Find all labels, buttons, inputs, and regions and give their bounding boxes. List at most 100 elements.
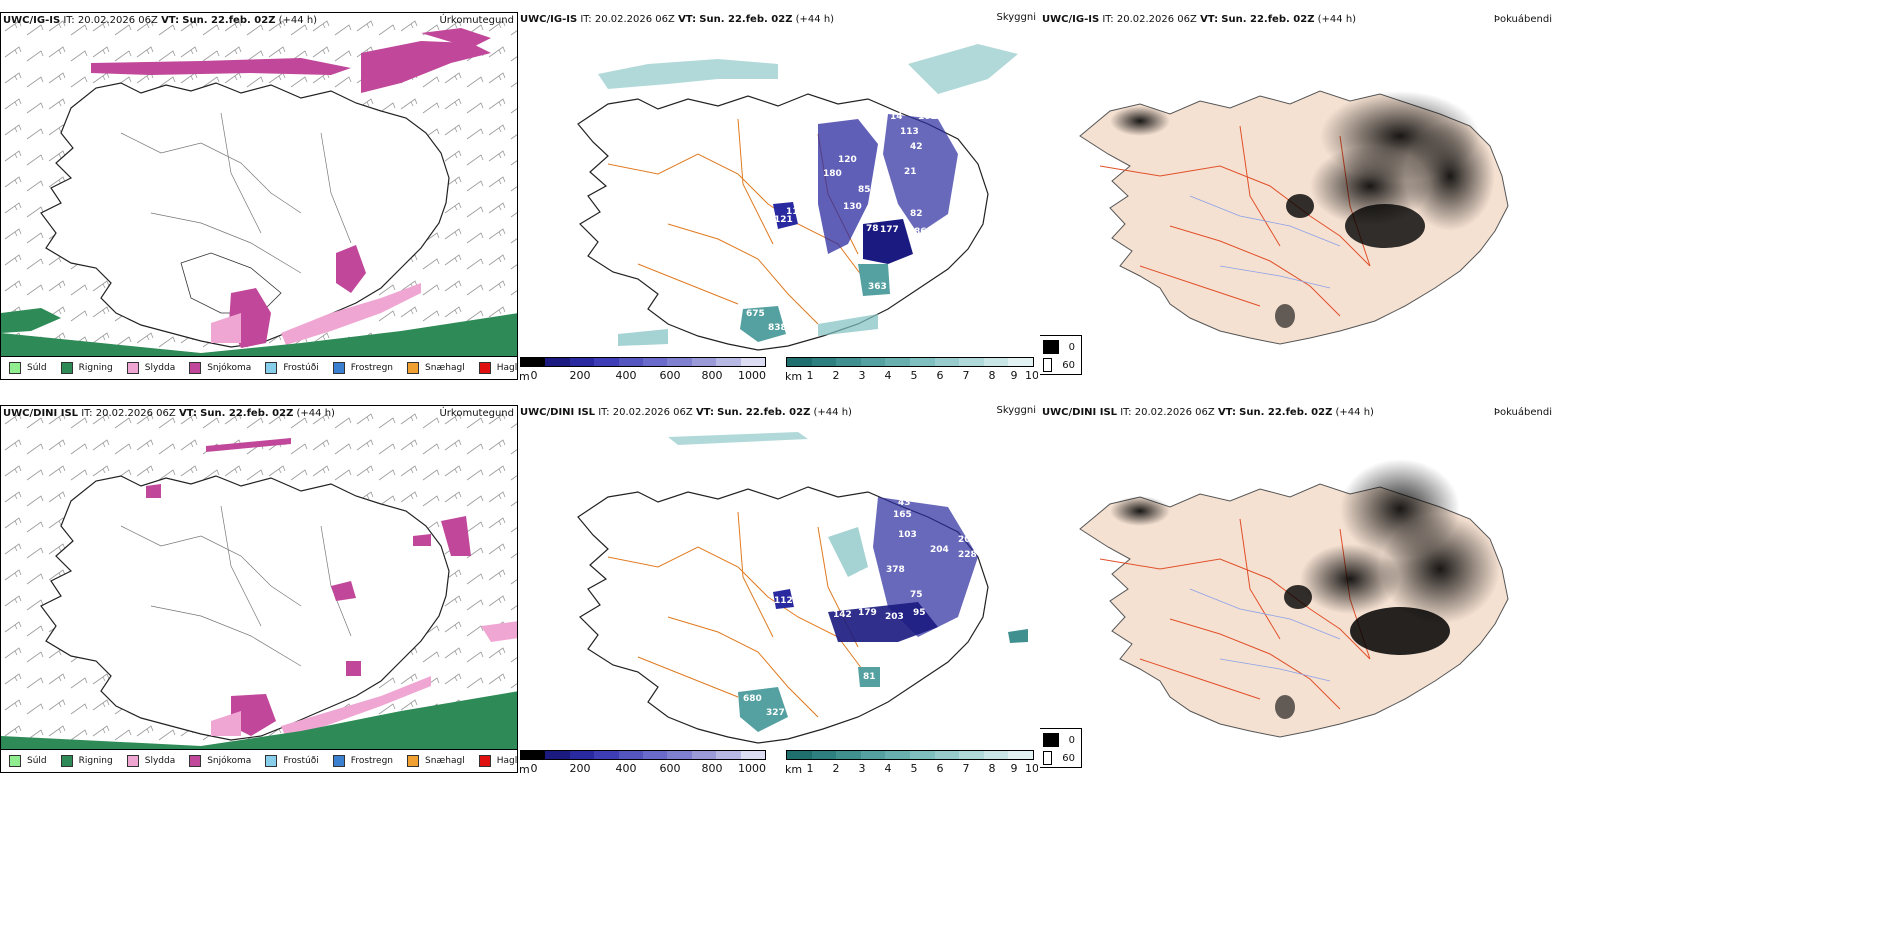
vis-label: 112 xyxy=(774,596,793,606)
legend-item: Frostregn xyxy=(332,362,393,374)
vis-label: 142 xyxy=(833,610,852,620)
precip-type-panel-bottom: UWC/DINI ISL IT: 20.02.2026 06Z VT: Sun.… xyxy=(0,405,518,773)
vis-label: 75 xyxy=(910,590,923,600)
visibility-panel-bottom: UWC/DINI ISL IT: 20.02.2026 06Z VT: Sun.… xyxy=(518,405,1038,773)
legend-item: Súld xyxy=(9,755,47,767)
vis-label: 363 xyxy=(868,282,887,292)
vis-label: 103 xyxy=(898,530,917,540)
panel-title: Þokuábendi xyxy=(1493,14,1552,25)
legend-item: 60 xyxy=(1043,358,1075,372)
panel-header: UWC/IG-IS IT: 20.02.2026 06Z VT: Sun. 22… xyxy=(3,15,318,26)
precip-type-panel-top: UWC/IG-IS IT: 20.02.2026 06Z VT: Sun. 22… xyxy=(0,12,518,380)
colorbar-strip xyxy=(520,357,766,367)
vis-label: 180 xyxy=(823,169,842,179)
colorbar-ticks: 0 200 400 600 800 1000 xyxy=(530,762,767,773)
vis-label: 42 xyxy=(910,142,923,152)
panel-header: UWC/IG-IS IT: 20.02.2026 06Z VT: Sun. 22… xyxy=(520,14,835,25)
fog-map xyxy=(1079,459,1509,738)
legend-item: Frostúði xyxy=(265,362,319,374)
panel-title: Skyggni xyxy=(996,405,1036,416)
colorbar-ticks: 1 2 3 4 5 6 7 8 9 10 xyxy=(806,369,1039,380)
colorbar-unit: m xyxy=(519,763,530,773)
visibility-colorbar: km 1 2 3 4 5 6 7 8 9 10 xyxy=(785,357,1039,380)
precip-map xyxy=(1,13,517,358)
vis-label: 85 xyxy=(858,185,871,195)
colorbar-ticks: 1 2 3 4 5 6 7 8 9 10 xyxy=(806,762,1039,773)
panel-header: UWC/IG-IS IT: 20.02.2026 06Z VT: Sun. 22… xyxy=(1042,14,1357,25)
vis-label: 130 xyxy=(843,202,862,212)
cloud-base-colorbar: m 0 200 400 600 800 1000 xyxy=(519,750,767,773)
legend-item: Snæhagl xyxy=(407,362,465,374)
legend-item: Haglél xyxy=(478,362,517,374)
panel-title: Þokuábendi xyxy=(1493,407,1552,418)
vis-label: 14 xyxy=(890,112,903,122)
precip-legend: Súld Rigning Slydda Snjókoma Frostúði Fr… xyxy=(1,356,517,379)
vis-label: 81 xyxy=(863,672,876,682)
visibility-map: 675 838 363 121 130 85 120 180 78 177 82… xyxy=(577,44,1018,351)
colorbar-strip xyxy=(786,750,1034,760)
vis-label: 82 xyxy=(910,209,923,219)
vis-label: 21 xyxy=(904,167,917,177)
legend-item: 0 xyxy=(1043,733,1075,747)
vis-label: 327 xyxy=(766,708,785,718)
vis-label: 177 xyxy=(880,225,899,235)
fog-map xyxy=(1079,90,1509,345)
vis-label: 101 xyxy=(918,112,937,122)
colorbar-unit: km xyxy=(785,763,803,773)
colorbar-strip xyxy=(520,750,766,760)
precip-map xyxy=(1,406,517,751)
legend-item: Snæhagl xyxy=(407,755,465,767)
vis-label: 37 xyxy=(843,580,856,590)
fog-panel-top: UWC/IG-IS IT: 20.02.2026 06Z VT: Sun. 22… xyxy=(1040,12,1560,380)
colorbar-ticks: 0 200 400 600 800 1000 xyxy=(530,369,767,380)
legend-item: Frostregn xyxy=(332,755,393,767)
panel-title: Úrkomutegund xyxy=(439,15,514,26)
legend-item: 0 xyxy=(1043,340,1075,354)
colorbar-unit: km xyxy=(785,370,803,380)
legend-item: Súld xyxy=(9,362,47,374)
legend-item: Slydda xyxy=(126,362,175,374)
visibility-colorbar: km 1 2 3 4 5 6 7 8 9 10 xyxy=(785,750,1039,773)
vis-label: 203 xyxy=(885,612,904,622)
vis-label: 838 xyxy=(768,323,787,333)
legend-item: Snjókoma xyxy=(189,362,251,374)
vis-label: 120 xyxy=(838,155,857,165)
vis-label: 202 xyxy=(958,535,977,545)
legend-item: Rigning xyxy=(60,755,113,767)
vis-label: 95 xyxy=(913,608,926,618)
vis-label: 165 xyxy=(893,510,912,520)
cloud-base-colorbar: m 0 200 400 600 800 1000 xyxy=(519,357,767,380)
legend-item: Haglél xyxy=(478,755,517,767)
precip-legend: Súld Rigning Slydda Snjókoma Frostúði Fr… xyxy=(1,749,517,772)
vis-label: 121 xyxy=(774,215,793,225)
panel-header: UWC/DINI ISL IT: 20.02.2026 06Z VT: Sun.… xyxy=(520,407,852,418)
vis-label: 43 xyxy=(898,498,911,508)
vis-label: 204 xyxy=(930,545,949,555)
visibility-panel-top: UWC/IG-IS IT: 20.02.2026 06Z VT: Sun. 22… xyxy=(518,12,1038,380)
vis-label: 675 xyxy=(746,309,765,319)
colorbar-strip xyxy=(786,357,1034,367)
panel-header: UWC/DINI ISL IT: 20.02.2026 06Z VT: Sun.… xyxy=(3,408,335,419)
fog-panel-bottom: UWC/DINI ISL IT: 20.02.2026 06Z VT: Sun.… xyxy=(1040,405,1560,773)
panel-header: UWC/DINI ISL IT: 20.02.2026 06Z VT: Sun.… xyxy=(1042,407,1374,418)
vis-label: 310 xyxy=(963,520,982,530)
visibility-map: 680 327 81 112 142 179 203 95 75 98 37 3… xyxy=(577,432,1028,744)
vis-label: 378 xyxy=(886,565,905,575)
vis-label: 98 xyxy=(858,570,871,580)
vis-label: 11 xyxy=(786,207,799,217)
legend-item: Frostúði xyxy=(265,755,319,767)
fog-legend: 0 60 xyxy=(1040,728,1082,768)
legend-item: Snjókoma xyxy=(189,755,251,767)
panel-title: Úrkomutegund xyxy=(439,408,514,419)
vis-label: 78 xyxy=(866,224,879,234)
legend-item: 60 xyxy=(1043,751,1075,765)
colorbar-unit: m xyxy=(519,370,530,380)
legend-item: Slydda xyxy=(126,755,175,767)
vis-label: 680 xyxy=(743,694,762,704)
vis-label: 228 xyxy=(958,550,977,560)
fog-legend: 0 60 xyxy=(1040,335,1082,375)
vis-label: 113 xyxy=(900,127,919,137)
vis-label: 179 xyxy=(858,608,877,618)
legend-item: Rigning xyxy=(60,362,113,374)
panel-title: Skyggni xyxy=(996,12,1036,23)
